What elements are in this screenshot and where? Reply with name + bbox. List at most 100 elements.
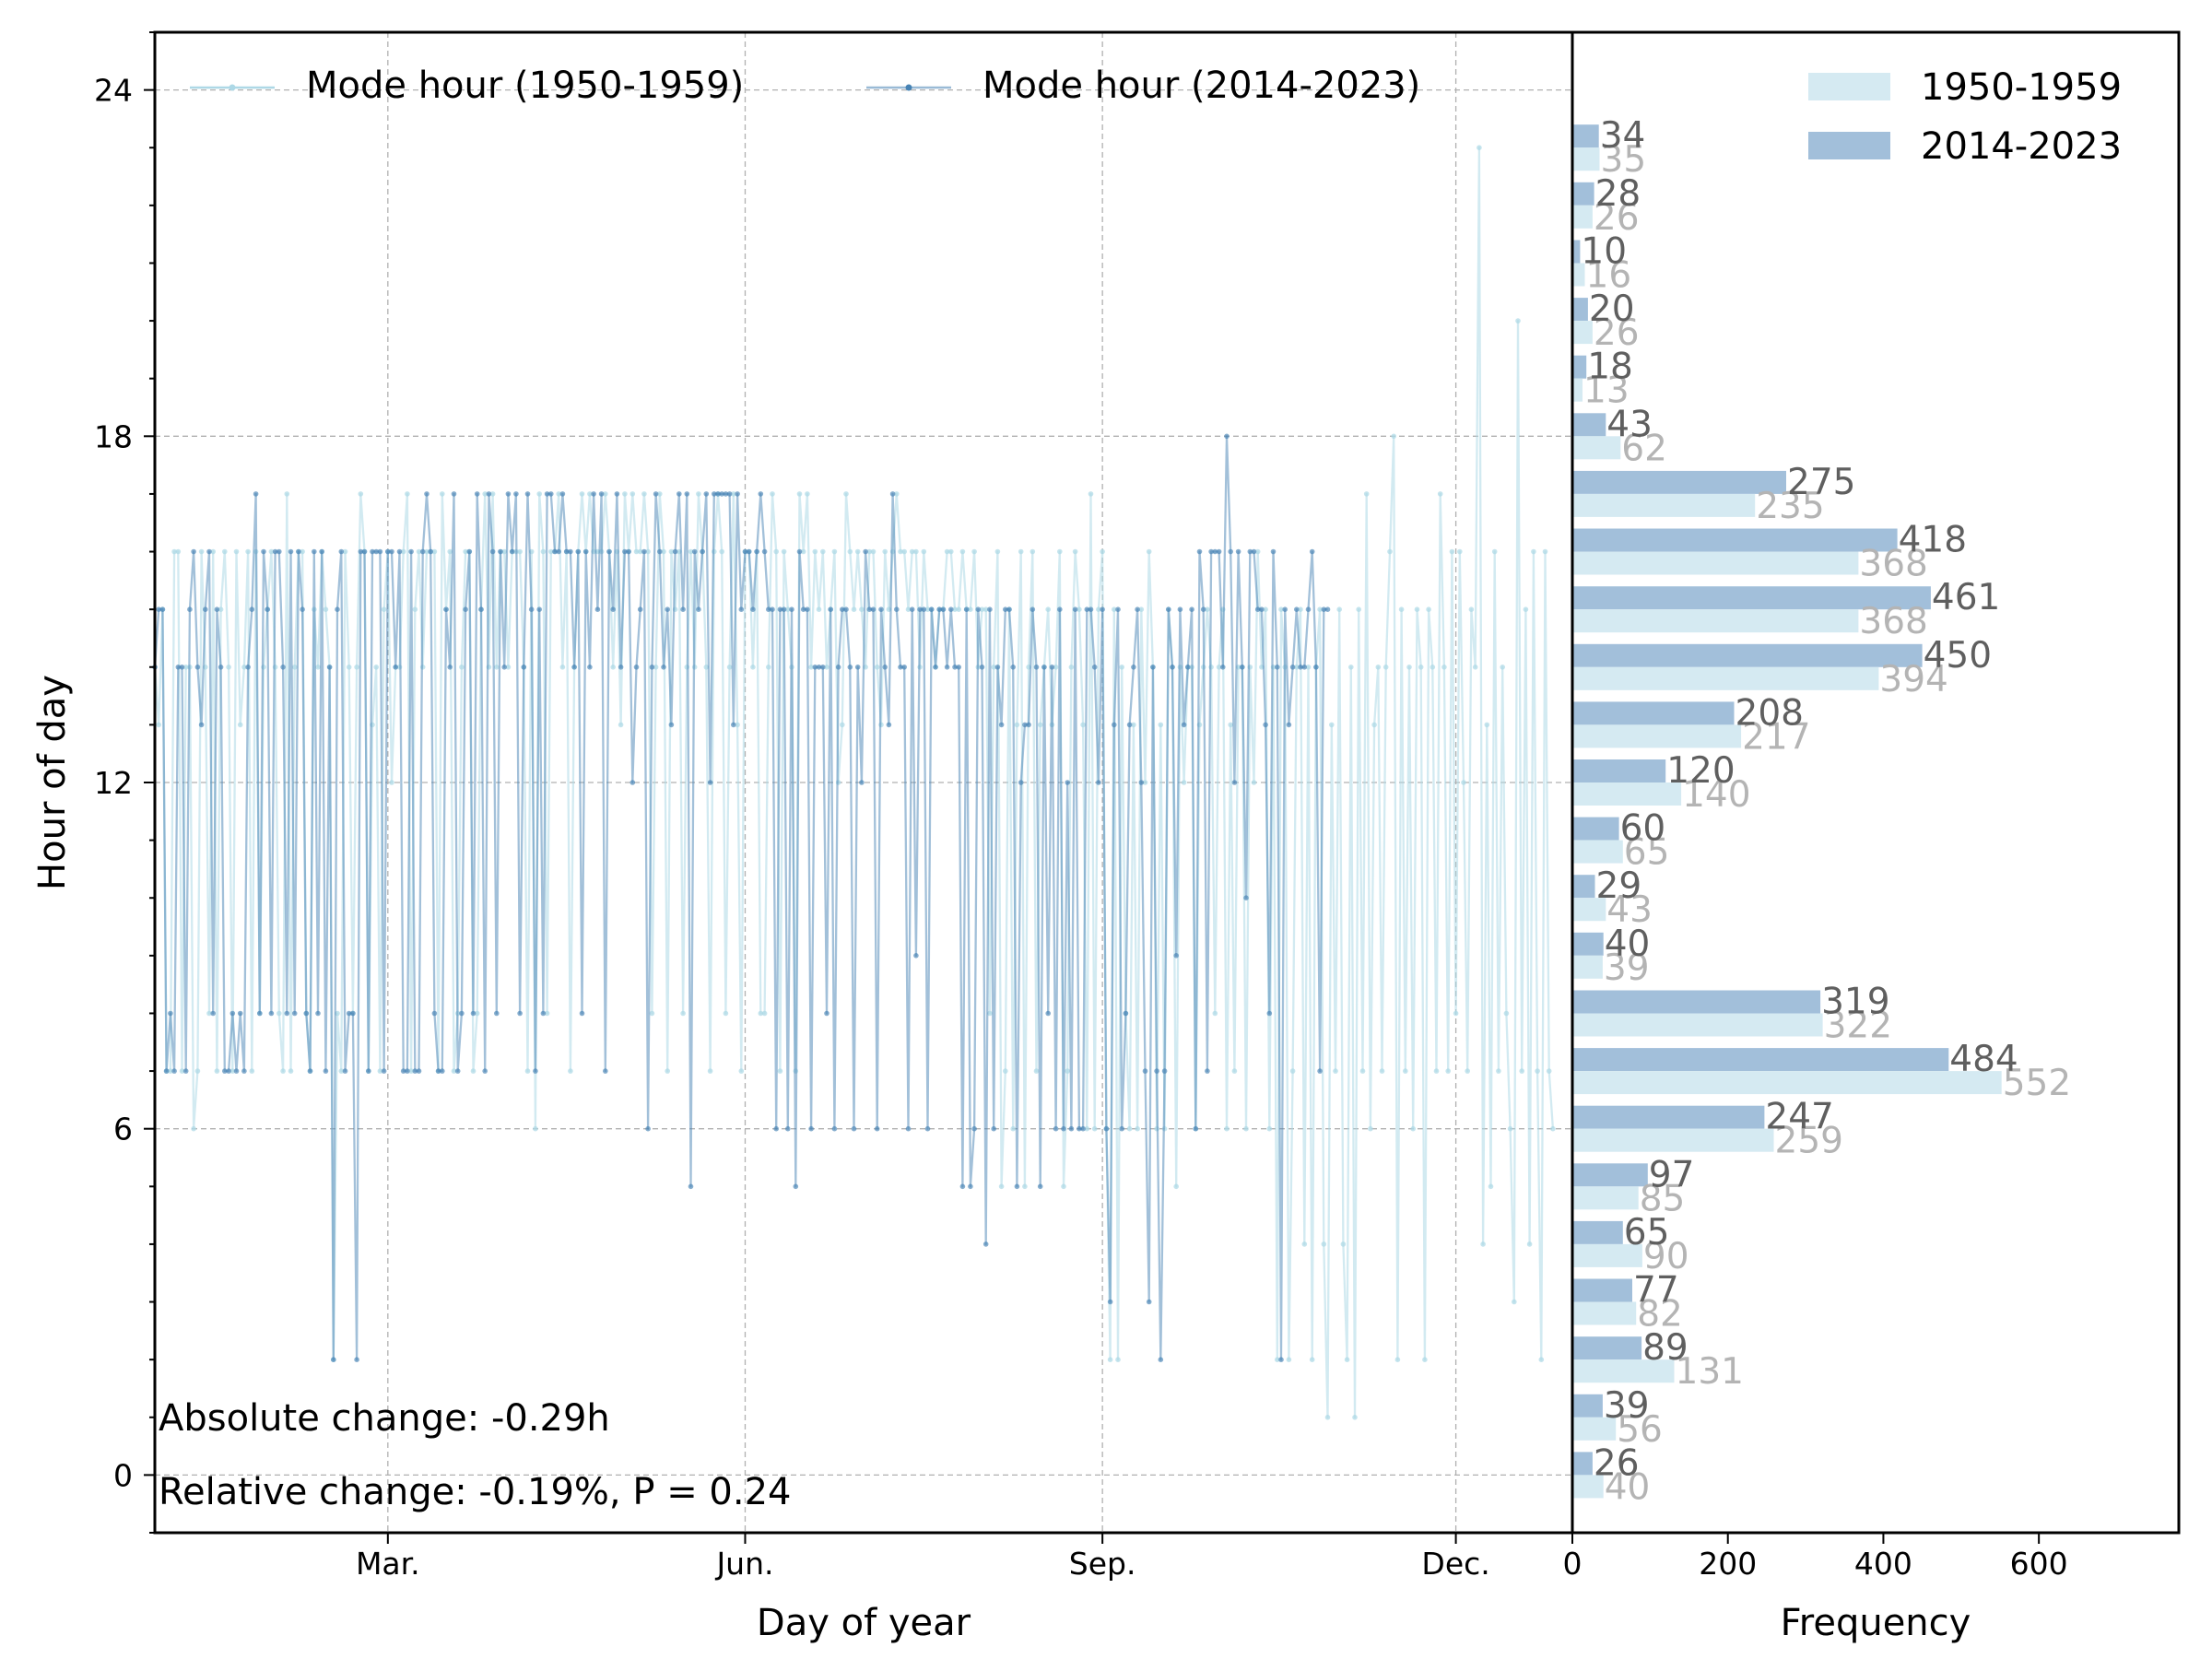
series-point [381,1068,387,1074]
histogram-bars: 4026563913189827790658597259247552484322… [1572,115,2071,1508]
bar-value-label-1950-1959: 43 [1606,889,1653,931]
series-point [1507,1125,1513,1132]
series-point [761,548,768,555]
bar-value-label-1950-1959: 368 [1859,601,1927,642]
series-point [1220,665,1226,670]
series-point [331,1357,336,1362]
series-point [159,606,166,612]
series-point [171,548,177,555]
series-point [222,548,228,555]
series-point [781,606,787,612]
bar-value-label-2014-2023: 10 [1581,231,1627,273]
bar-value-label-2014-2023: 484 [1949,1039,2018,1080]
series-point [459,1010,465,1017]
series-point [1321,1241,1327,1247]
histogram-x-tick-label: 200 [1699,1546,1757,1582]
bar-2014-2023 [1572,1336,1642,1360]
series-point [210,548,216,555]
series-point [303,1010,310,1017]
histogram-x-axis-label: Frequency [1781,1602,1971,1644]
x-tick-label: Sep. [1069,1546,1136,1582]
bar-2014-2023 [1572,817,1619,841]
series-point [847,665,853,670]
series-point [1205,606,1210,612]
series-point [501,665,507,670]
series-point [1270,548,1277,555]
series-point [843,491,849,497]
series-point [1065,1068,1070,1074]
bar-value-label-2014-2023: 120 [1666,750,1735,792]
series-point [1049,665,1055,670]
series-point [680,1010,686,1017]
series-point [1294,606,1300,612]
histogram-frame [1571,30,2181,1535]
bar-value-label-2014-2023: 20 [1589,288,1635,330]
series-point [944,665,950,670]
y-tick-label: 12 [94,765,133,801]
series-point [1368,1125,1373,1132]
series-point [1088,606,1094,612]
bar-2014-2023 [1572,240,1581,264]
series-point [1298,665,1303,670]
series-point [1294,665,1300,670]
series-point [629,780,636,785]
series-point [1103,1125,1110,1132]
series-point [1119,665,1124,670]
bar-value-label-1950-1959: 368 [1859,544,1927,585]
bar-value-label-1950-1959: 82 [1637,1294,1683,1335]
absolute-change-annotation: Absolute change: -0.29h [159,1397,610,1440]
series-point [998,722,1005,728]
series-point [412,606,418,612]
series-point [847,548,853,555]
series-point [505,665,512,670]
series-point [1387,548,1393,555]
series-point [812,665,818,670]
bar-2014-2023 [1572,124,1599,148]
series-point [653,491,659,497]
series-point [1298,606,1303,612]
series-point [982,1241,989,1247]
series-point [680,606,686,612]
series-point [540,548,547,555]
series-point [335,606,340,612]
bar-value-label-1950-1959: 140 [1682,774,1750,816]
bar-value-label-1950-1959: 90 [1643,1236,1689,1277]
series-point [498,548,503,555]
series-point [470,1010,477,1017]
series-point [1158,1357,1164,1362]
series-point [1324,606,1331,612]
series-point [563,548,570,555]
bar-1950-1959 [1572,551,1859,575]
series-point [1441,665,1447,670]
series-point [1491,548,1498,555]
series-point [758,491,764,497]
bar-value-label-2014-2023: 89 [1642,1327,1688,1369]
series-point [859,780,865,785]
bar-1950-1959 [1572,1128,1774,1152]
series-point [226,665,231,670]
series-point [1301,1241,1308,1247]
series-point [272,548,278,555]
series-point [342,1068,348,1074]
series-point [1018,548,1024,555]
bar-2014-2023 [1572,1105,1765,1129]
bar-2014-2023 [1572,701,1735,725]
series-point [668,722,675,728]
series-point [975,606,982,612]
series-point [517,1010,523,1017]
series-point [1224,433,1230,440]
series-point [222,1068,228,1074]
series-point [707,1068,713,1074]
series-point [194,1068,201,1074]
series-point [952,606,958,612]
bar-2014-2023 [1572,1452,1593,1476]
series-point [1189,606,1194,612]
bar-2014-2023 [1572,1220,1623,1244]
series-point [1181,722,1187,728]
series-point [781,548,787,555]
series-point [454,1068,461,1074]
series-point [494,1010,500,1017]
series-point [1519,1068,1524,1074]
series-point [361,548,368,555]
series-point [591,491,596,497]
